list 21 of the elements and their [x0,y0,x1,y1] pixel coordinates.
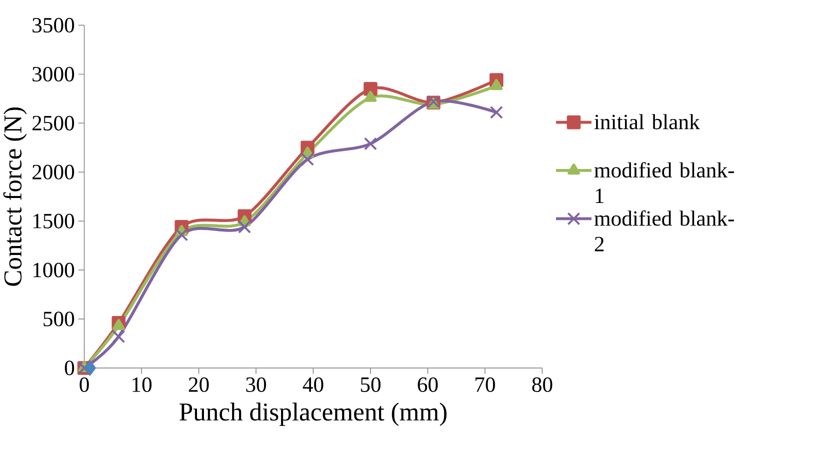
x-tick-label: 60 [418,378,438,392]
y-axis-title: Contact force (N) [3,108,27,286]
y-tick-label: 2000 [32,164,74,180]
x-tick-label: 0 [80,378,89,392]
y-tick-label: 1000 [33,262,74,278]
x-tick-label: 70 [476,378,495,392]
y-tick-label: 3000 [32,67,74,82]
legend-label: modified blank-2 [594,210,734,252]
y-tick-label: 3500 [32,18,74,33]
y-tick-label: 2500 [32,116,74,131]
x-tick-label: 50 [360,378,381,392]
x-tick-label: 20 [188,378,209,392]
x-axis-title: Punch displacement (mm) [180,402,447,426]
legend-label: initial blank [594,114,700,130]
x-tick-label: 30 [246,378,266,392]
y-tick-label: 0 [64,360,74,376]
y-tick-label: 1500 [33,214,74,229]
x-tick-label: 40 [302,378,324,392]
x-tick-label: 10 [132,378,152,392]
x-tick-label: 80 [532,378,552,392]
y-tick-label: 500 [44,312,74,326]
